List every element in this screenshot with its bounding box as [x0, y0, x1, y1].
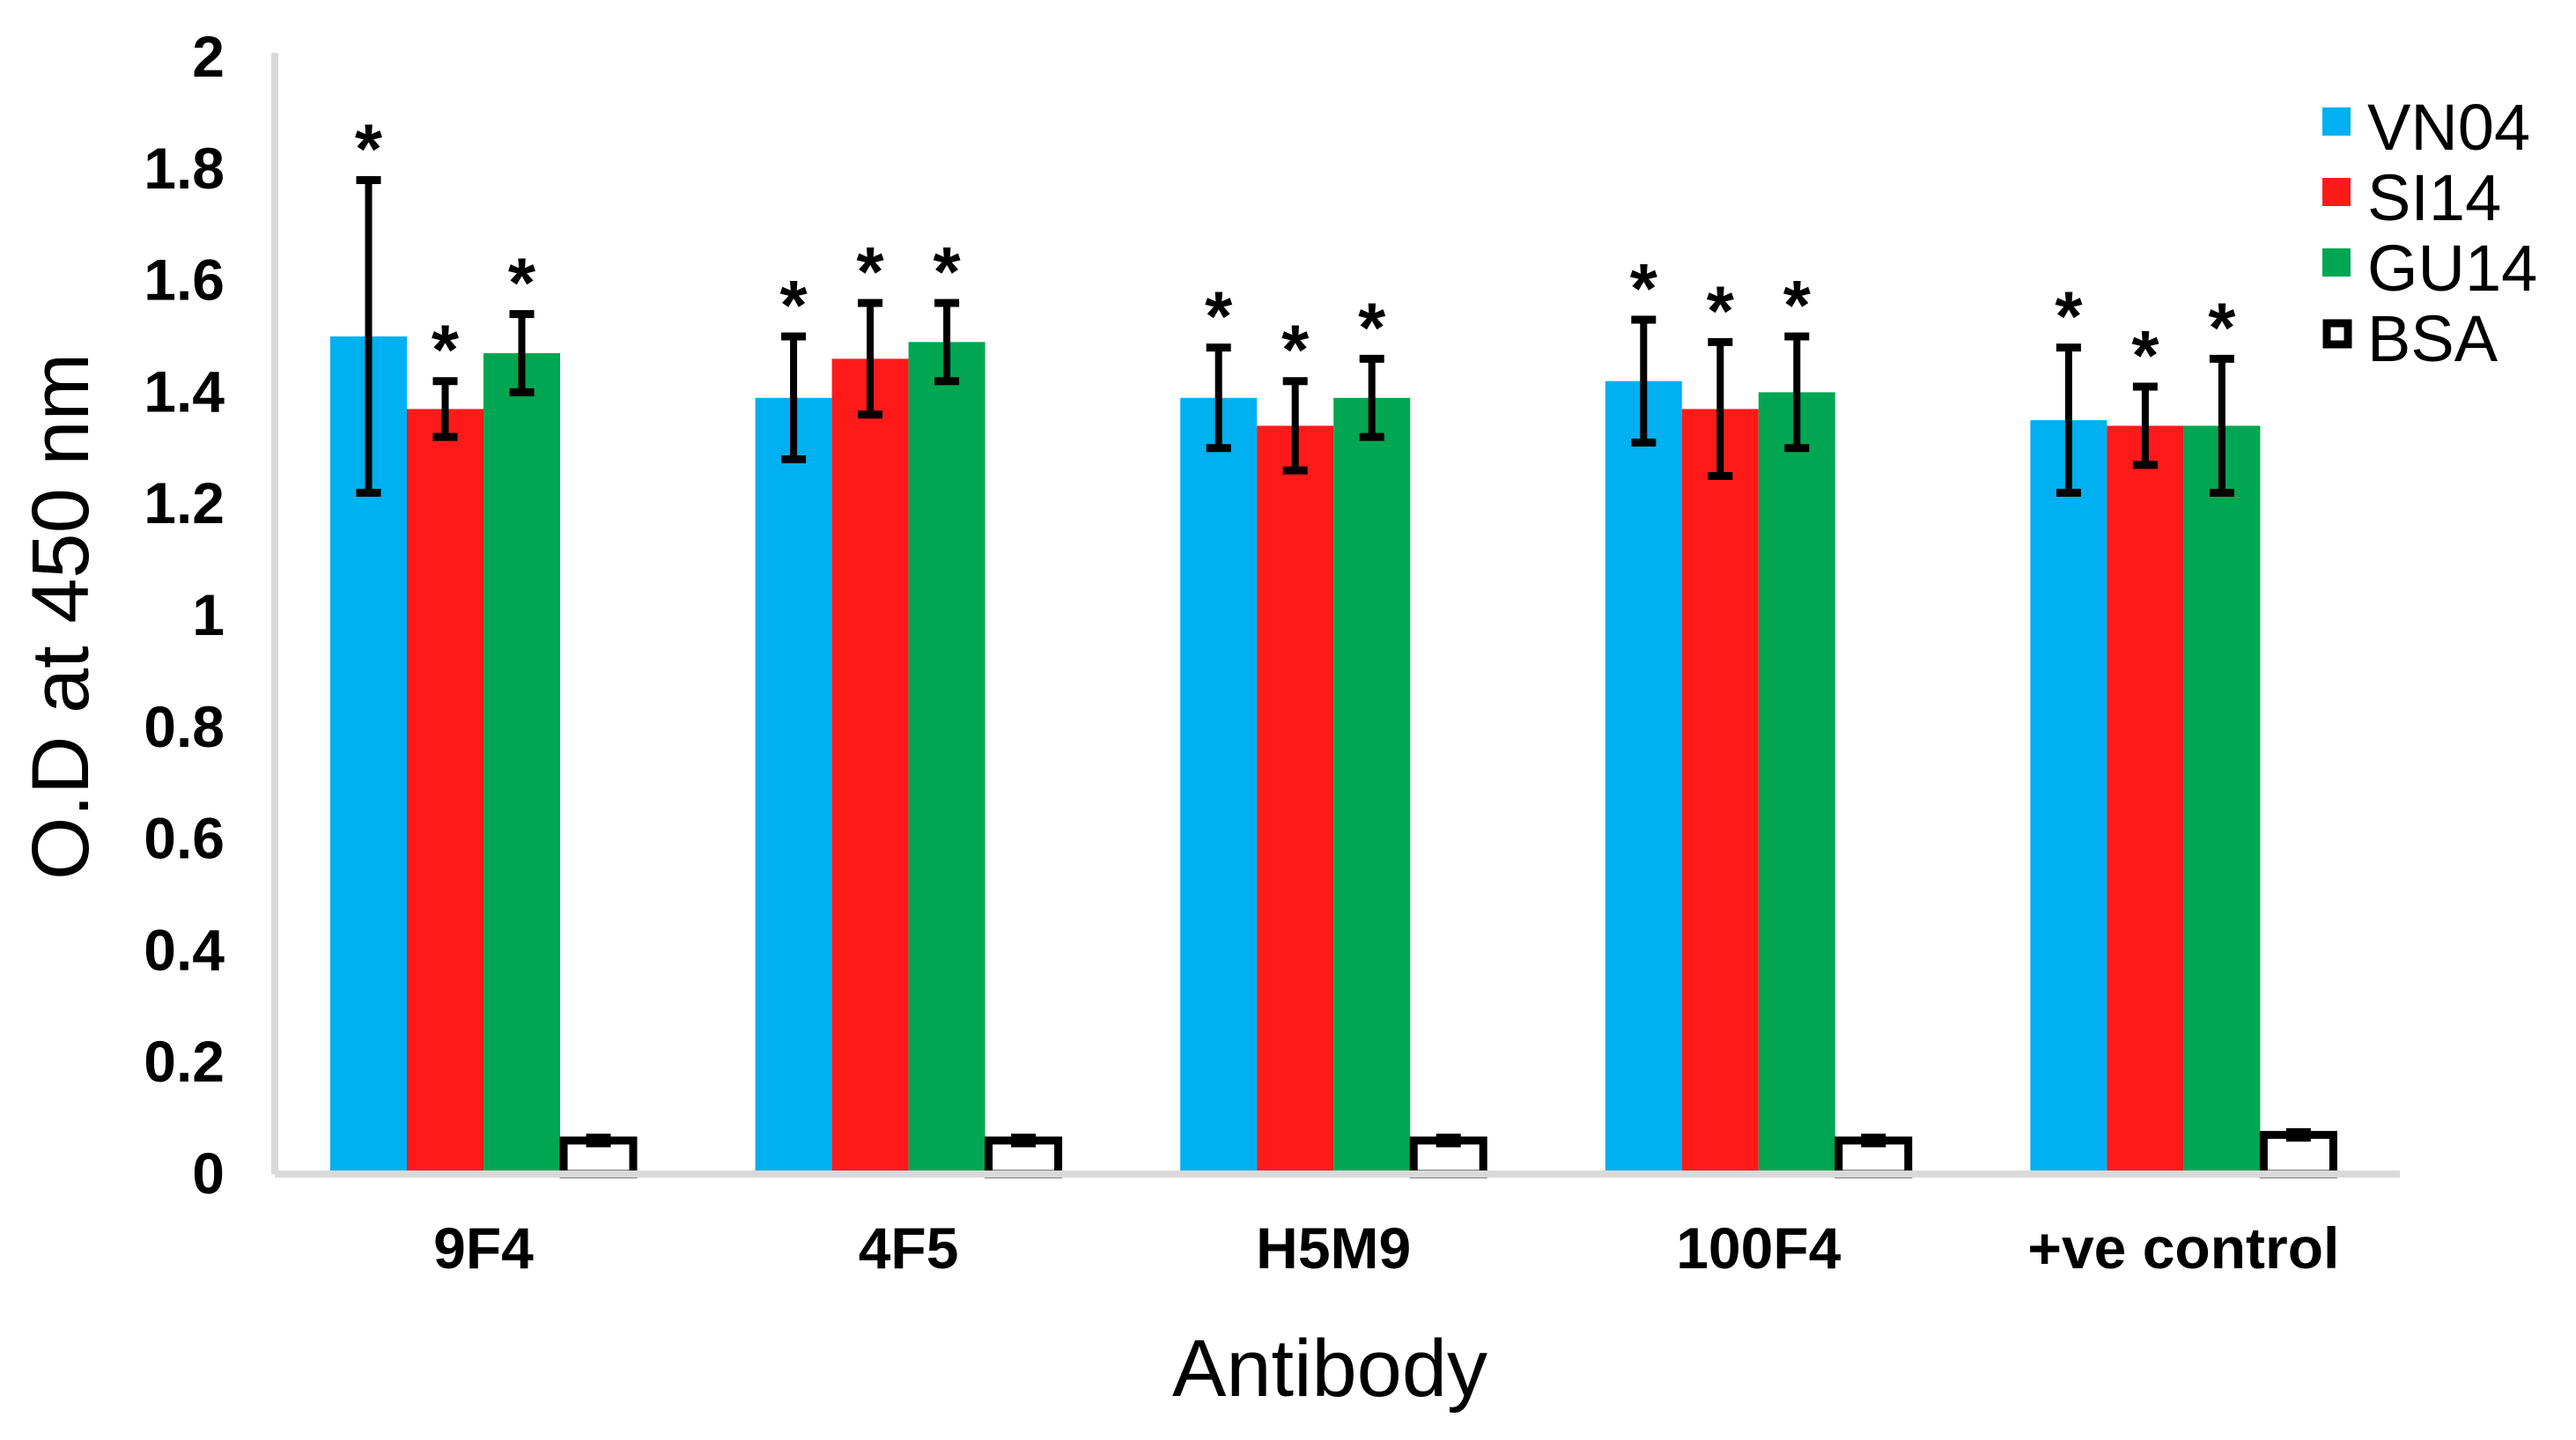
- legend-label-si14: SI14: [2367, 161, 2501, 234]
- significance-star: *: [1630, 249, 1658, 328]
- significance-star: *: [1358, 288, 1386, 366]
- significance-star: *: [1707, 271, 1735, 350]
- bar-vn04: [1180, 397, 1258, 1174]
- significance-star: *: [1205, 277, 1233, 356]
- y-tick-label: 1.2: [144, 470, 225, 535]
- significance-star: *: [2055, 277, 2083, 356]
- bar-gu14: [2183, 425, 2261, 1174]
- bars-layer: [330, 336, 2337, 1178]
- significance-star: *: [857, 233, 885, 311]
- significance-star: *: [1281, 311, 1310, 389]
- significance-star: *: [780, 266, 808, 344]
- legend-label-vn04: VN04: [2367, 91, 2530, 164]
- bar-si14: [407, 409, 483, 1174]
- bar-vn04: [1605, 380, 1682, 1175]
- legend-swatch-vn04: [2322, 107, 2351, 136]
- significance-star: *: [355, 109, 383, 188]
- significance-star: *: [1783, 266, 1812, 344]
- y-tick-label: 1.8: [144, 136, 225, 201]
- significance-star: *: [2208, 288, 2236, 366]
- y-tick-label: 0: [192, 1141, 225, 1206]
- legend-swatch-gu14: [2322, 248, 2351, 277]
- y-tick-label: 2: [192, 24, 225, 89]
- x-tick-label: 9F4: [433, 1215, 534, 1281]
- y-axis-ticks: 0 0.2 0.4 0.6 0.8 1 1.2 1.4 1.6 1.8 2: [144, 24, 225, 1206]
- y-tick-label: 0.8: [144, 694, 225, 759]
- bar-gu14: [483, 353, 560, 1174]
- x-tick-label: 100F4: [1676, 1215, 1841, 1281]
- x-axis-title: Antibody: [1172, 1324, 1487, 1414]
- legend-swatch-bsa: [2322, 319, 2352, 349]
- y-tick-label: 0.4: [144, 917, 225, 982]
- bar-si14: [2107, 425, 2184, 1174]
- legend-swatch-si14: [2322, 178, 2351, 206]
- significance-markers: * * * * * * * * * * * * * * *: [355, 109, 2236, 395]
- significance-star: *: [934, 233, 962, 311]
- bar-si14: [1681, 409, 1759, 1174]
- significance-star: *: [508, 244, 536, 322]
- error-bars-layer: [356, 175, 2311, 1148]
- y-tick-label: 1: [192, 582, 225, 647]
- x-tick-label: H5M9: [1256, 1215, 1411, 1281]
- y-tick-label: 0.6: [144, 806, 225, 871]
- legend-label-gu14: GU14: [2367, 232, 2537, 305]
- bar-vn04: [2030, 420, 2107, 1175]
- legend-label-bsa: BSA: [2367, 302, 2498, 375]
- bar-vn04: [755, 397, 832, 1174]
- y-tick-label: 0.2: [144, 1029, 225, 1094]
- x-tick-label: +ve control: [2027, 1215, 2339, 1281]
- x-tick-label: 4F5: [859, 1215, 959, 1281]
- bar-gu14: [1333, 397, 1411, 1174]
- y-axis-title: O.D at 450 nm: [16, 353, 106, 880]
- bar-gu14: [1758, 392, 1835, 1174]
- y-tick-label: 1.4: [144, 358, 225, 424]
- bar-si14: [1257, 425, 1334, 1174]
- x-axis-tick-labels: 9F4 4F5 H5M9 100F4 +ve control: [433, 1215, 2339, 1281]
- significance-star: *: [2131, 316, 2159, 395]
- significance-star: *: [432, 311, 460, 389]
- y-tick-label: 1.6: [144, 247, 225, 313]
- bar-si14: [831, 358, 909, 1174]
- bar-gu14: [908, 342, 985, 1175]
